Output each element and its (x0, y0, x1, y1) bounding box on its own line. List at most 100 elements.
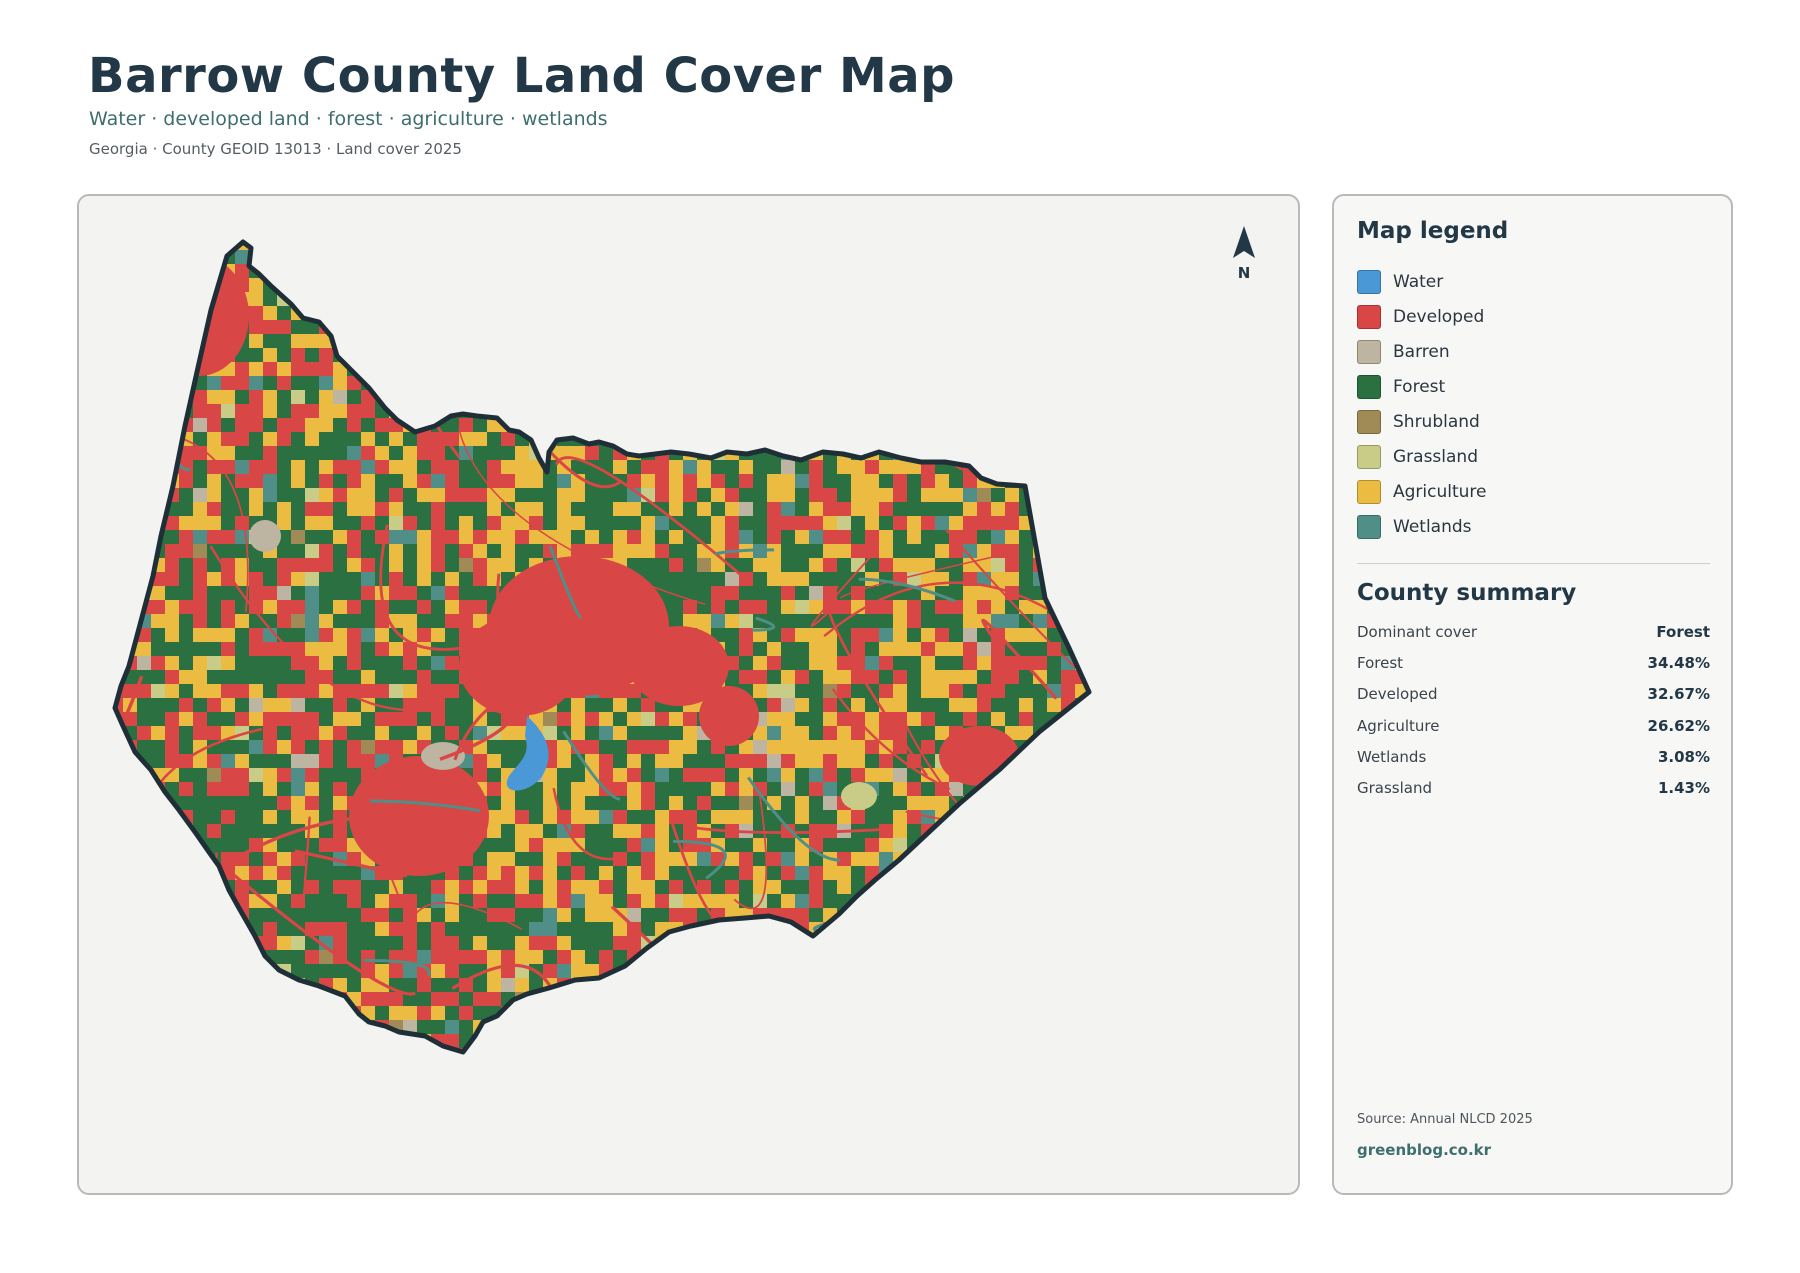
cover-cell (1061, 992, 1075, 1006)
cover-cell (977, 950, 1005, 964)
cover-cell (123, 880, 137, 894)
cover-cell (165, 852, 179, 866)
cover-cell (235, 1034, 263, 1052)
cover-cell (893, 264, 921, 278)
cover-cell (683, 936, 697, 964)
cover-cell (123, 586, 137, 614)
cover-cell (375, 880, 389, 894)
cover-cell (963, 978, 991, 1006)
cover-cell (879, 242, 907, 250)
cover-cell (1005, 264, 1033, 292)
cover-cell (921, 908, 935, 922)
cover-cell (137, 1020, 151, 1048)
cover-cell (305, 600, 319, 614)
cover-cell (115, 348, 123, 376)
cover-cell (1033, 376, 1061, 404)
cover-cell (543, 362, 557, 390)
cover-cell (389, 362, 403, 376)
cover-cell (137, 908, 151, 922)
cover-cell (865, 474, 879, 488)
cover-cell (179, 320, 207, 334)
cover-cell (823, 558, 837, 572)
cover-cell (123, 334, 137, 362)
cover-cell (179, 1006, 207, 1020)
cover-cell (949, 292, 977, 306)
cover-cell (179, 306, 207, 320)
cover-cell (557, 278, 585, 292)
cover-cell (725, 320, 739, 334)
cover-cell (165, 1020, 179, 1034)
cover-cell (781, 600, 795, 614)
cover-cell (501, 894, 515, 908)
cover-cell (949, 978, 963, 992)
cover-cell (571, 250, 585, 278)
cover-cell (1061, 810, 1089, 824)
cover-cell (291, 1020, 305, 1034)
cover-cell (1075, 460, 1089, 488)
cover-cell (417, 362, 445, 390)
legend-list: Water Developed Barren Forest Shrubland … (1357, 264, 1487, 544)
cover-cell (1005, 908, 1033, 936)
cover-cell (935, 264, 963, 292)
cover-cell (893, 390, 921, 404)
cover-cell (115, 320, 123, 334)
cover-cell (445, 362, 459, 390)
cover-cell (893, 978, 921, 992)
cover-cell (333, 242, 347, 264)
cover-cell (1103, 740, 1131, 754)
cover-cell (487, 320, 501, 348)
land-cover-map[interactable] (79, 196, 1300, 1195)
cover-cell (599, 320, 627, 348)
cover-cell (403, 250, 431, 264)
cover-cell (165, 250, 193, 264)
cover-cell (179, 334, 193, 362)
cover-cell (123, 306, 151, 334)
road-line (115, 675, 144, 841)
cover-cell (599, 292, 613, 306)
cover-cell (585, 992, 613, 1006)
cover-cell (221, 516, 235, 530)
cover-cell (515, 1034, 543, 1048)
cover-cell (543, 292, 571, 320)
cover-cell (1061, 824, 1075, 852)
cover-cell (921, 242, 949, 250)
map-panel[interactable] (77, 194, 1300, 1195)
cover-cell (1047, 242, 1061, 250)
road-line (1019, 255, 1074, 431)
cover-cell (823, 670, 837, 684)
cover-cell (1019, 278, 1033, 292)
cover-cell (123, 474, 137, 502)
cover-cell (879, 964, 893, 992)
cover-cell (305, 292, 319, 320)
cover-cell (151, 1006, 165, 1020)
cover-cell (935, 1034, 949, 1048)
cover-cell (1033, 1020, 1061, 1034)
cover-cell (697, 390, 711, 418)
cover-cell (459, 516, 473, 530)
cover-cell (557, 376, 571, 390)
cover-cell (1103, 348, 1117, 376)
cover-cell (963, 852, 977, 880)
cover-cell (115, 908, 137, 922)
cover-cell (837, 992, 851, 1006)
cover-cell (753, 502, 767, 516)
site-link[interactable]: greenblog.co.kr (1357, 1141, 1492, 1159)
cover-cell (921, 866, 949, 880)
cover-cell (767, 1020, 781, 1034)
summary-row: Wetlands 3.08% (1357, 741, 1710, 772)
legend-swatch-forest (1357, 374, 1381, 399)
cover-cell (123, 320, 151, 348)
cover-cell (291, 250, 319, 264)
cover-cell (123, 558, 137, 586)
cover-cell (277, 1048, 305, 1052)
cover-cell (1075, 242, 1089, 250)
cover-cell (683, 894, 697, 908)
cover-cell (165, 614, 179, 628)
cover-cell (767, 376, 781, 404)
source-note: Source: Annual NLCD 2025 (1357, 1112, 1533, 1127)
cover-cell (907, 964, 935, 992)
cover-cell (613, 320, 627, 334)
cover-cell (1089, 306, 1103, 334)
road-line (450, 252, 686, 291)
cover-cell (137, 810, 151, 824)
